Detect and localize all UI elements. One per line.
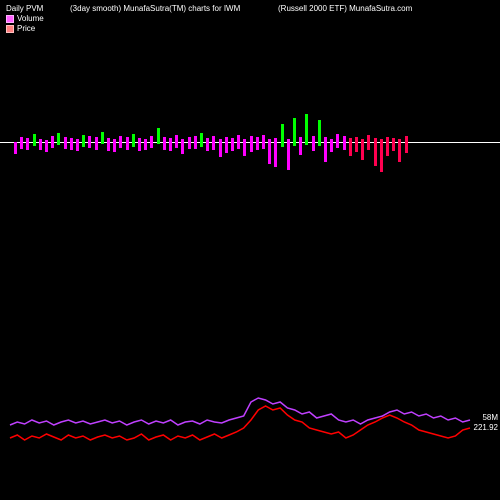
line-chart-svg [0, 0, 500, 500]
chart-container: Daily PVM (3day smooth) MunafaSutra(TM) … [0, 0, 500, 500]
label-volume: 58M [482, 413, 498, 422]
price-line [10, 406, 470, 440]
label-price: 221.92 [474, 423, 498, 432]
